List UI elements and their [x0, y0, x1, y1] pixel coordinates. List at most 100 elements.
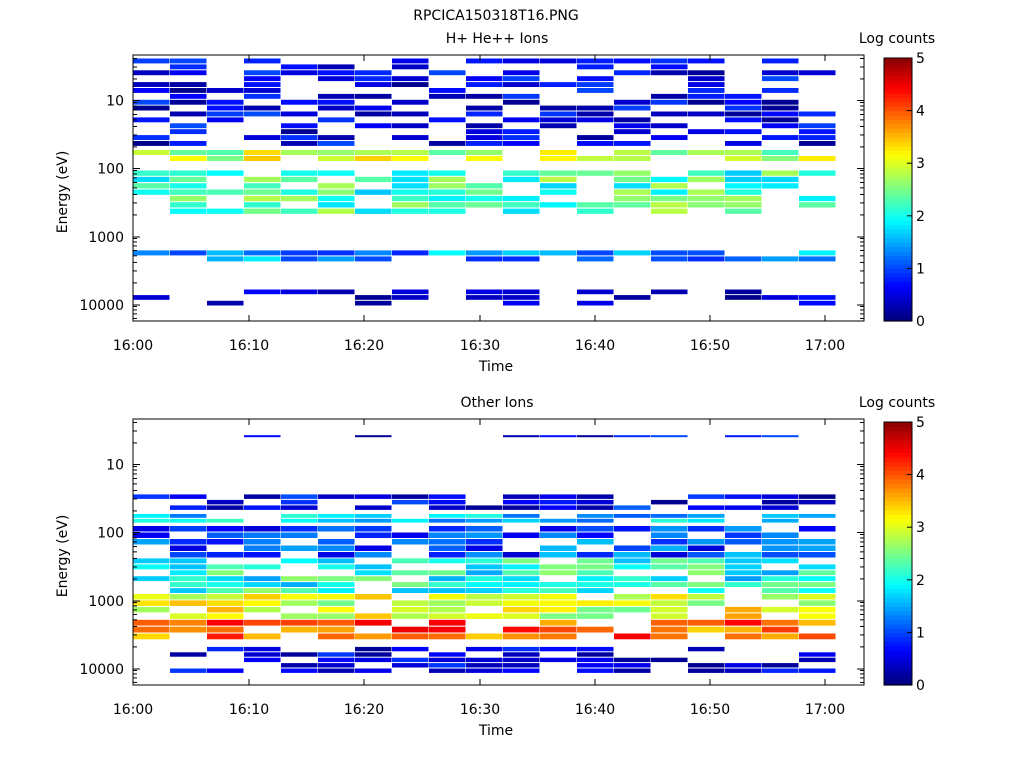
heatmap-cell: [725, 289, 762, 295]
colorbar-segment: [884, 571, 912, 577]
heatmap-cell: [244, 582, 281, 587]
heatmap-cell: [170, 129, 207, 135]
heatmap-cell: [614, 594, 651, 600]
heatmap-cell: [466, 156, 503, 161]
heatmap-cell: [799, 170, 836, 176]
heatmap-cell: [355, 657, 392, 663]
heatmap-cell: [688, 93, 725, 99]
heatmap-cell: [725, 170, 762, 176]
heatmap-cell: [762, 295, 799, 300]
heatmap-cell: [651, 93, 688, 99]
heatmap-cell: [392, 176, 429, 183]
colorbar-segment: [884, 136, 912, 142]
x-axis: 16:00 16:10 16:20 16:30 16:40 16:50 17:00: [113, 55, 845, 354]
heatmap-cell: [207, 150, 244, 155]
heatmap-cell: [133, 526, 170, 532]
heatmap-cell: [318, 289, 355, 295]
heatmap-cell: [318, 250, 355, 256]
heatmap-cell: [207, 300, 244, 306]
heatmap-cell: [725, 626, 762, 633]
heatmap-cell: [651, 619, 688, 626]
heatmap-cell: [355, 93, 392, 99]
colorbar-segment: [884, 224, 912, 230]
heatmap-cell: [540, 613, 577, 619]
heatmap-cell: [244, 619, 281, 626]
heatmap-cell: [355, 514, 392, 518]
heatmap-cell: [466, 189, 503, 195]
heatmap-cell: [244, 208, 281, 214]
heatmap-cell: [762, 76, 799, 82]
heatmap-cell: [170, 202, 207, 208]
heatmap-cell: [133, 88, 170, 93]
colorbar-segment: [884, 259, 912, 265]
heatmap-cell: [392, 295, 429, 300]
heatmap-cell: [133, 58, 170, 64]
colorbar-segment: [884, 500, 912, 506]
heatmap-cell: [392, 613, 429, 619]
colorbar-segment: [884, 632, 912, 638]
heatmap-cell: [355, 250, 392, 256]
heatmap-cell: [170, 514, 207, 518]
heatmap-cell: [799, 576, 836, 582]
heatmap-cell: [651, 250, 688, 256]
heatmap-cell: [318, 619, 355, 626]
heatmap-cell: [725, 668, 762, 673]
heatmap-cell: [207, 619, 244, 626]
heatmap-cell: [577, 202, 614, 208]
heatmap-cell: [170, 539, 207, 545]
heatmap-cell: [244, 150, 281, 155]
heatmap-cell: [281, 594, 318, 600]
heatmap-cell: [170, 494, 207, 499]
colorbar-segment: [884, 246, 912, 252]
panel-h-he-ions: H+ He++ Ions Log counts 16:00 16:10 16:20 1…: [55, 31, 935, 375]
colorbar-segment: [884, 457, 912, 463]
heatmap-cell: [170, 64, 207, 70]
colorbar-segment: [884, 426, 912, 432]
x-tick-label: 16:00: [113, 702, 153, 718]
x-tick-label: 16:00: [113, 338, 153, 354]
heatmap-cell: [318, 657, 355, 663]
heatmap-cell: [392, 156, 429, 161]
heatmap-cell: [725, 256, 762, 262]
colorbar-segment: [884, 667, 912, 673]
heatmap-cell: [318, 558, 355, 564]
heatmap-cell: [170, 570, 207, 576]
heatmap-cell: [429, 499, 466, 505]
heatmap-cell: [651, 633, 688, 640]
heatmap-cell: [244, 58, 281, 64]
heatmap-cell: [170, 150, 207, 155]
heatmap-cell: [133, 600, 170, 606]
heatmap-cell: [688, 88, 725, 93]
heatmap-cell: [355, 156, 392, 161]
heatmap-cell: [577, 539, 614, 545]
colorbar-segment: [884, 483, 912, 489]
heatmap-cell: [725, 576, 762, 582]
colorbar-segment: [884, 610, 912, 616]
heatmap-cell: [318, 189, 355, 195]
heatmap-cell: [503, 289, 540, 295]
heatmap-cell: [466, 82, 503, 87]
heatmap-cell: [207, 576, 244, 582]
heatmap-cell: [466, 129, 503, 135]
heatmap-cell: [133, 626, 170, 633]
heatmap-cell: [614, 195, 651, 202]
heatmap-cell: [540, 606, 577, 613]
heatmap-cell: [355, 76, 392, 82]
heatmap-cell: [540, 58, 577, 64]
heatmap-cell: [170, 58, 207, 64]
heatmap-cell: [244, 435, 281, 438]
heatmap-cell: [540, 150, 577, 155]
heatmap-cell: [244, 646, 281, 652]
heatmap-cell: [614, 295, 651, 300]
heatmap-cell: [207, 170, 244, 176]
heatmap-cell: [281, 70, 318, 76]
heatmap-cell: [281, 250, 318, 256]
heatmap-cell: [429, 588, 466, 593]
heatmap-cell: [651, 58, 688, 64]
colorbar-tick-label: 2: [916, 573, 925, 589]
colorbar-segment: [884, 614, 912, 620]
heatmap-cell: [651, 135, 688, 140]
heatmap-cell: [281, 518, 318, 523]
colorbar-tick-label: 5: [916, 51, 925, 67]
heatmap-cell: [318, 545, 355, 551]
